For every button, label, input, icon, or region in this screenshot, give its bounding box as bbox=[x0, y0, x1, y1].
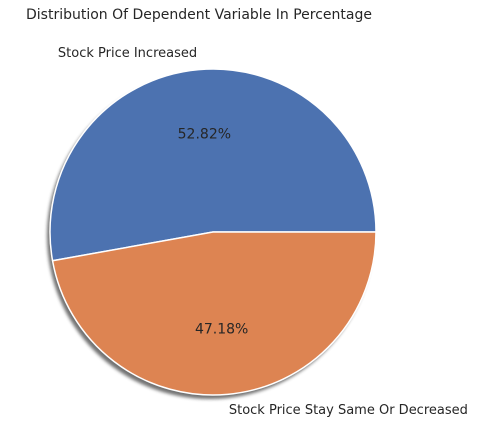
pie-slice-1 bbox=[49, 68, 377, 262]
pie-value-label-1: 52.82% bbox=[178, 127, 231, 143]
chart-title: Distribution Of Dependent Variable In Pe… bbox=[26, 7, 372, 23]
pie-category-label-1: Stock Price Increased bbox=[58, 46, 197, 61]
pie-slices bbox=[49, 68, 377, 396]
pie-category-label-2: Stock Price Stay Same Or Decreased bbox=[229, 403, 468, 418]
pie-slice-2 bbox=[51, 231, 377, 396]
pie-value-label-2: 47.18% bbox=[195, 321, 248, 337]
pie-labels: 52.82% Stock Price Increased 47.18% Stock P… bbox=[58, 46, 468, 418]
